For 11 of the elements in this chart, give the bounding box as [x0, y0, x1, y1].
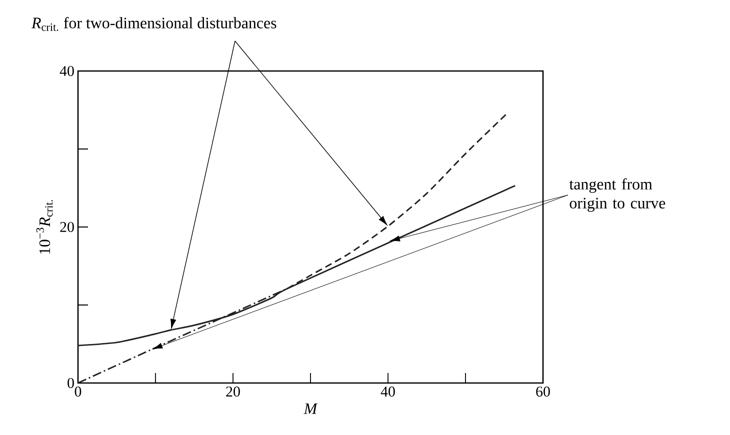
x-tick-label: 20 — [226, 386, 240, 397]
x-tick-label: 40 — [380, 386, 395, 397]
annotation: tangent from origin to curve — [569, 178, 666, 212]
y-tick-label: 40 — [60, 66, 74, 76]
y-axis-title: 10$^{−3}$R$_{crit.}$ — [36, 200, 53, 254]
x-tick-label: 0 — [74, 386, 82, 397]
y-tick-label: 20 — [60, 222, 74, 232]
x-axis-title: M — [304, 403, 318, 414]
chart-title: R$_{crit.}$ for two-dimensional disturbances — [31, 17, 276, 31]
x-tick-label: 60 — [536, 386, 550, 397]
y-tick-label: 0 — [68, 378, 74, 388]
